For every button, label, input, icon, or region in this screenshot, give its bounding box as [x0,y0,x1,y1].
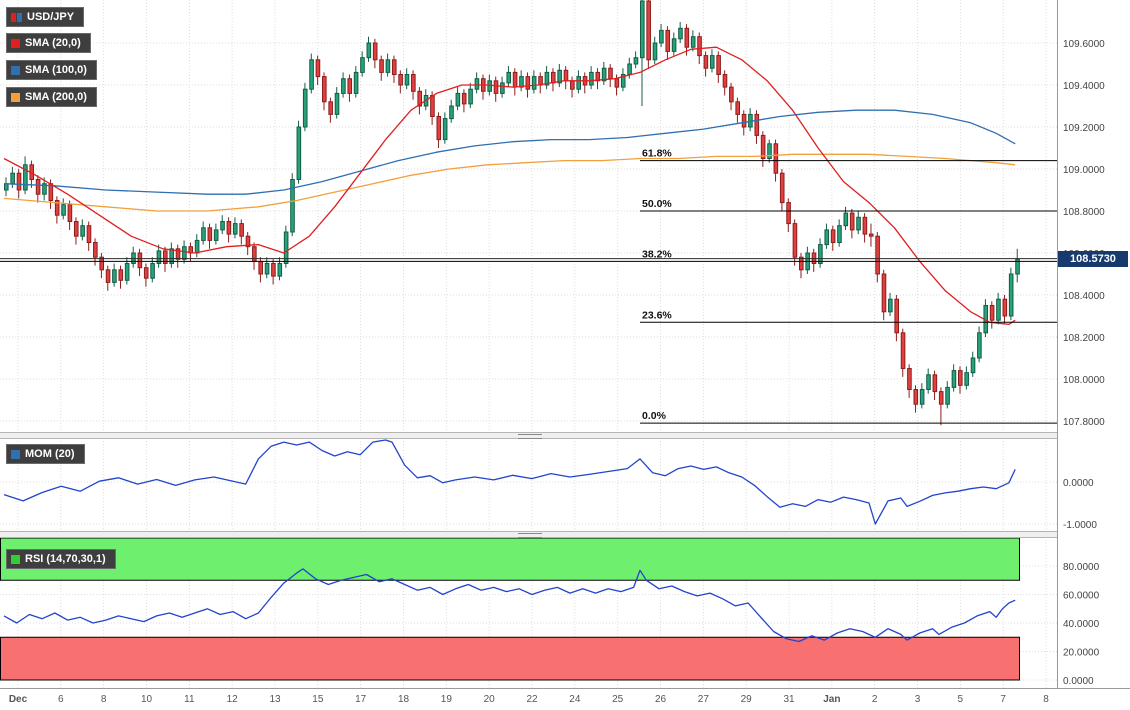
x-axis-label: 17 [355,694,367,705]
x-axis-label: 22 [526,694,538,705]
x-axis-label: 18 [398,694,410,705]
x-axis-label: 19 [441,694,453,705]
x-axis-label: 3 [915,694,921,705]
splitter-grip-icon [518,533,542,538]
price-axis-separator [1057,0,1058,688]
price-axis-label: 108.4000 [1063,291,1105,302]
sma100-badge[interactable]: SMA (100,0) [6,60,97,80]
sma20-line [3,46,1016,326]
rsi-badge[interactable]: RSI (14,70,30,1) [6,549,116,569]
x-axis-label: 7 [1000,694,1006,705]
x-axis-label: Jan [823,694,840,705]
mom-badge[interactable]: MOM (20) [6,444,85,464]
x-axis-label: 2 [872,694,878,705]
candlestick-series [4,0,1020,426]
fib-level-label: 0.0% [642,410,667,422]
sma100-label: SMA (100,0) [25,64,87,76]
x-axis-label: 5 [958,694,964,705]
price-axis-label: 109.6000 [1063,39,1105,50]
x-axis-label: 31 [783,694,795,705]
rsi-axis-label: 40.0000 [1063,619,1100,630]
sma200-color-icon [11,92,20,102]
rsi-oversold-zone [0,636,1020,681]
sma20-badge[interactable]: SMA (20,0) [6,33,91,53]
rsi-axis-label: 20.0000 [1063,648,1100,659]
sma20-color-icon [11,38,20,48]
x-axis-label: Dec [9,694,28,705]
x-axis-label: 11 [184,694,195,705]
x-axis-label: 12 [227,694,239,705]
panel-splitter-rsi[interactable] [0,531,1057,538]
price-axis-label: 109.2000 [1063,123,1105,134]
sma200-badge[interactable]: SMA (200,0) [6,87,97,107]
x-axis-label: 29 [741,694,753,705]
x-axis-label: 24 [569,694,581,705]
price-axis-label: 108.0000 [1063,375,1105,386]
mom-color-icon [11,449,20,459]
splitter-grip-icon [518,434,542,439]
sma100-line [3,109,1016,195]
price-axis-label: 108.2000 [1063,333,1105,344]
price-axis-label: 109.0000 [1063,165,1105,176]
fib-level-label: 23.6% [642,309,672,321]
mom-axis-label: 0.0000 [1063,478,1094,489]
x-axis-label: 10 [141,694,153,705]
symbol-label: USD/JPY [27,11,75,23]
rsi-axis-label: 0.0000 [1063,676,1094,687]
panel-splitter-mom[interactable] [0,432,1057,439]
sma200-line [3,153,1016,212]
symbol-icon [11,12,22,22]
rsi-overbought-zone [0,537,1020,581]
x-axis-label: 8 [1043,694,1049,705]
x-axis-label: 26 [655,694,667,705]
mom-label: MOM (20) [25,448,75,460]
rsi-axis-label: 80.0000 [1063,562,1100,573]
sma20-label: SMA (20,0) [25,37,81,49]
rsi-label: RSI (14,70,30,1) [25,553,106,565]
price-axis-label: 108.8000 [1063,207,1105,218]
current-price-badge: 108.5730 [1058,251,1128,267]
rsi-axis-label: 60.0000 [1063,591,1100,602]
x-axis-label: 27 [698,694,710,705]
symbol-badge[interactable]: USD/JPY [6,7,85,27]
x-axis-label: 25 [612,694,624,705]
price-axis-label: 109.4000 [1063,81,1105,92]
x-axis-label: 20 [484,694,496,705]
rsi-line [3,568,1016,643]
fib-level-label: 38.2% [642,248,672,260]
fib-level-label: 61.8% [642,148,672,160]
price-axis-label: 107.8000 [1063,417,1105,428]
mom-line [3,439,1016,525]
x-axis-label: 15 [312,694,324,705]
sma200-label: SMA (200,0) [25,91,87,103]
x-axis-label: 13 [269,694,281,705]
sma100-color-icon [11,65,20,75]
mom-axis-label: -1.0000 [1063,520,1097,531]
rsi-color-icon [11,554,20,564]
x-axis-label: 6 [58,694,64,705]
x-axis-label: 8 [101,694,107,705]
fib-level-label: 50.0% [642,198,672,210]
time-axis-separator [0,688,1130,689]
